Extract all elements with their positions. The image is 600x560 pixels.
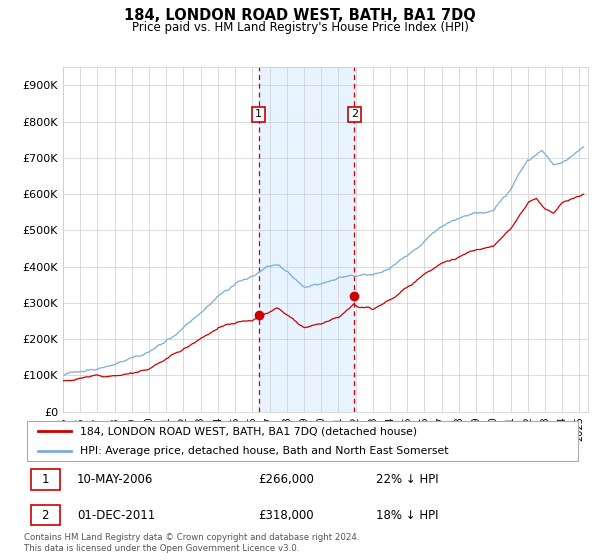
FancyBboxPatch shape [31, 505, 60, 525]
Text: 184, LONDON ROAD WEST, BATH, BA1 7DQ: 184, LONDON ROAD WEST, BATH, BA1 7DQ [124, 8, 476, 24]
FancyBboxPatch shape [27, 421, 578, 461]
Text: £318,000: £318,000 [259, 508, 314, 521]
Text: Contains HM Land Registry data © Crown copyright and database right 2024.
This d: Contains HM Land Registry data © Crown c… [24, 533, 359, 553]
Text: 2: 2 [350, 109, 358, 119]
FancyBboxPatch shape [31, 469, 60, 490]
Text: 1: 1 [41, 473, 49, 486]
Text: 01-DEC-2011: 01-DEC-2011 [77, 508, 155, 521]
Bar [259, 67, 354, 412]
Text: 22% ↓ HPI: 22% ↓ HPI [376, 473, 438, 486]
Text: HPI: Average price, detached house, Bath and North East Somerset: HPI: Average price, detached house, Bath… [80, 446, 448, 456]
Text: 184, LONDON ROAD WEST, BATH, BA1 7DQ (detached house): 184, LONDON ROAD WEST, BATH, BA1 7DQ (de… [80, 426, 417, 436]
Text: £266,000: £266,000 [259, 473, 314, 486]
Text: 2: 2 [41, 508, 49, 521]
Text: Price paid vs. HM Land Registry's House Price Index (HPI): Price paid vs. HM Land Registry's House … [131, 21, 469, 34]
Text: 18% ↓ HPI: 18% ↓ HPI [376, 508, 438, 521]
Text: 1: 1 [255, 109, 262, 119]
Text: 10-MAY-2006: 10-MAY-2006 [77, 473, 154, 486]
